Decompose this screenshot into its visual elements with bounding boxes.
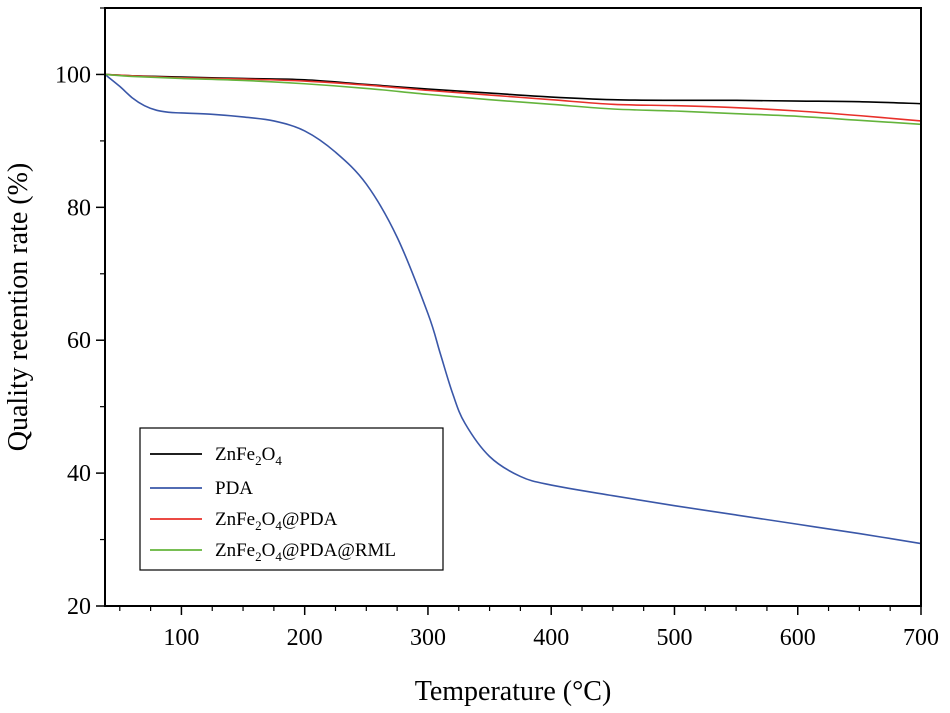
x-tick-label-6: 700 — [903, 625, 939, 651]
legend: ZnFe2O4 PDA ZnFe2O4@PDA ZnFe2O4@PDA@RML — [139, 427, 444, 571]
series-layer — [104, 73, 922, 545]
y-tick-label-3: 80 — [67, 195, 91, 221]
plot-frame — [104, 7, 922, 607]
x-tick-label-3: 400 — [533, 625, 569, 651]
legend-label-1: PDA — [215, 478, 253, 499]
series-line-1 — [104, 73, 922, 545]
legend-label-3: ZnFe2O4@PDA@RML — [215, 540, 396, 564]
y-tick-label-0: 20 — [67, 594, 91, 620]
legend-label-2: ZnFe2O4@PDA — [215, 509, 338, 533]
legend-label-0: ZnFe2O4 — [215, 444, 282, 468]
series-line-3 — [104, 73, 922, 126]
x-tick-label-4: 500 — [656, 625, 692, 651]
x-tick-label-1: 200 — [287, 625, 323, 651]
y-tick-label-1: 40 — [67, 461, 91, 487]
x-tick-label-0: 100 — [163, 625, 199, 651]
legend-box — [139, 427, 444, 571]
ticks-layer: 100 200 300 400 500 600 700 20 40 60 80 100 — [55, 7, 939, 651]
y-tick-label-2: 60 — [67, 328, 91, 354]
x-tick-label-5: 600 — [780, 625, 816, 651]
x-tick-label-2: 300 — [410, 625, 446, 651]
y-axis-title: Quality retention rate (%) — [3, 163, 34, 451]
x-axis-title: Temperature (°C) — [415, 676, 612, 707]
series-line-2 — [104, 73, 922, 122]
y-tick-label-4: 100 — [55, 62, 91, 88]
